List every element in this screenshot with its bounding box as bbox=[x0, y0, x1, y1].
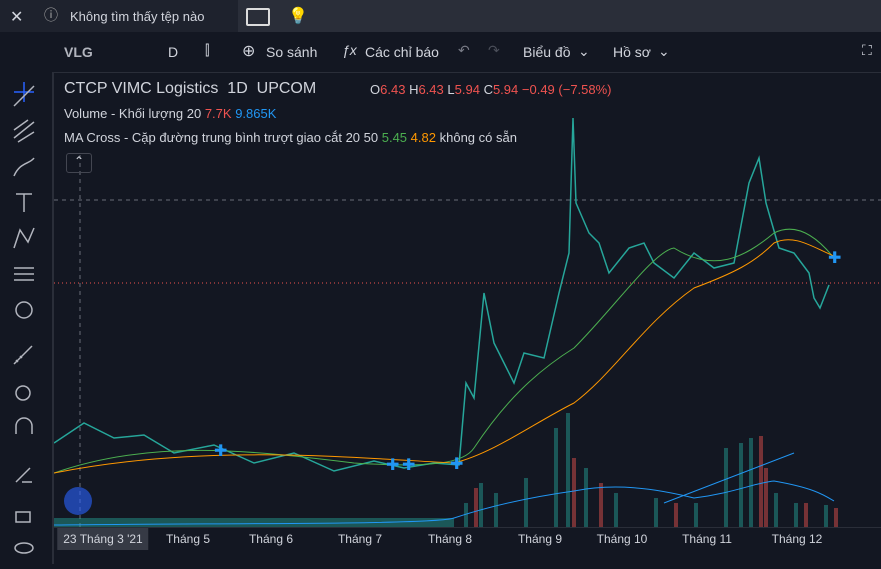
compare[interactable]: So sánh bbox=[266, 44, 318, 60]
ohlc-label: C bbox=[483, 82, 493, 97]
close-icon[interactable]: ✕ bbox=[10, 9, 24, 26]
drawing-toolbar bbox=[0, 72, 54, 564]
logo[interactable] bbox=[64, 487, 92, 515]
x-label: Tháng 11 bbox=[682, 532, 732, 546]
forecast-tool[interactable] bbox=[14, 267, 34, 281]
chart-area: ✚✚ ✚ ✚✚ bbox=[54, 117, 881, 527]
tab-title: Không tìm thấy tệp nào bbox=[70, 9, 205, 24]
svg-text:✚: ✚ bbox=[386, 457, 399, 474]
toolbar: VLG D ⫿ ⊕ So sánh ƒx Các chỉ báo ↶ ↷ Biể… bbox=[0, 32, 881, 73]
indicators[interactable]: Các chỉ báo bbox=[365, 44, 439, 60]
undo[interactable]: ↶ bbox=[458, 42, 470, 58]
ohlc-value: 6.43 bbox=[380, 82, 406, 97]
volume-bars-down bbox=[474, 436, 838, 527]
tool-icons bbox=[13, 82, 35, 554]
tab-bar: ✕ ⓘ Không tìm thấy tệp nào 💡 bbox=[0, 0, 881, 32]
ohlc-value: 5.94 bbox=[492, 82, 519, 97]
legend-exchange: UPCOM bbox=[256, 80, 317, 97]
axis-line bbox=[54, 527, 881, 528]
svg-text:✚: ✚ bbox=[450, 456, 463, 473]
x-label: Tháng 6 bbox=[248, 532, 294, 546]
chart-menu[interactable]: Biểu đồ bbox=[523, 44, 571, 60]
tab[interactable]: ✕ ⓘ Không tìm thấy tệp nào bbox=[0, 0, 238, 32]
brush-tool[interactable] bbox=[13, 157, 35, 177]
ohlc: O6.43 H6.43 L5.94 C5.94 −0.49 (−7.58%) bbox=[370, 82, 612, 97]
ma-status: không có sẵn bbox=[439, 130, 517, 145]
x-label: Tháng 7 bbox=[337, 532, 383, 546]
price-series bbox=[54, 117, 830, 472]
caret: ⌄ bbox=[578, 43, 590, 59]
change: −0.49 (−7.58%) bbox=[521, 82, 612, 97]
volume-value: 7.7K bbox=[204, 106, 232, 121]
pattern-tool[interactable] bbox=[13, 227, 35, 249]
info-icon: ⓘ bbox=[44, 7, 58, 23]
volume-ma bbox=[54, 480, 835, 526]
ma-slow-value: 4.82 bbox=[410, 130, 436, 145]
emoji-tool[interactable] bbox=[15, 301, 33, 319]
symbol[interactable]: VLG bbox=[64, 44, 93, 60]
volume-ma-value: 9.865K bbox=[235, 106, 277, 121]
magnet-tool[interactable] bbox=[15, 417, 33, 434]
fib-tool[interactable] bbox=[13, 119, 35, 143]
x-label: Tháng 10 bbox=[596, 532, 648, 546]
trend-line bbox=[663, 452, 795, 504]
profile-menu[interactable]: Hồ sơ bbox=[613, 44, 651, 60]
x-label: Tháng 9 bbox=[517, 532, 563, 546]
x-label-current: 23 Tháng 3 '21 bbox=[57, 528, 149, 550]
collapse-button[interactable]: ⌃ bbox=[66, 153, 92, 173]
interval[interactable]: D bbox=[168, 44, 179, 60]
symbol-name: CTCP VIMC Logistics bbox=[64, 80, 219, 97]
x-label: Tháng 5 bbox=[165, 532, 211, 546]
candle-icon[interactable]: ⫿ bbox=[205, 42, 210, 58]
cross-tool[interactable] bbox=[14, 82, 34, 102]
svg-text:✚: ✚ bbox=[214, 443, 227, 460]
ruler-tool[interactable] bbox=[13, 345, 33, 365]
ohlc-value: 6.43 bbox=[418, 82, 444, 97]
ohlc-value: 5.94 bbox=[454, 82, 480, 97]
line-tool[interactable] bbox=[13, 85, 35, 107]
pip-icon[interactable] bbox=[246, 8, 270, 26]
volume-label: Volume - Khối lượng 20 bbox=[64, 106, 202, 121]
eye-tool[interactable] bbox=[14, 542, 34, 554]
ohlc-label: H bbox=[409, 82, 419, 97]
x-label: Tháng 12 bbox=[771, 532, 823, 546]
ma-fast-value: 5.45 bbox=[381, 130, 408, 145]
zoom-tool[interactable] bbox=[15, 385, 31, 401]
bulb-icon[interactable]: 💡 bbox=[288, 8, 308, 25]
caret: ⌄ bbox=[658, 43, 670, 59]
ma-legend: MA Cross - Cặp đường trung bình trượt gi… bbox=[64, 130, 517, 145]
ohlc-label: L bbox=[447, 82, 455, 97]
lock-tool[interactable] bbox=[15, 511, 31, 523]
fx-icon: ƒx bbox=[342, 42, 357, 58]
svg-text:✚: ✚ bbox=[828, 250, 841, 267]
volume-legend: Volume - Khối lượng 20 7.7K 9.865K bbox=[64, 106, 276, 121]
cross-markers: ✚✚ ✚ ✚✚ bbox=[214, 250, 841, 474]
redo[interactable]: ↷ bbox=[488, 42, 500, 58]
volume-bars bbox=[54, 413, 828, 527]
svg-text:✚: ✚ bbox=[402, 457, 415, 474]
ma-fast bbox=[54, 228, 835, 474]
legend-main: CTCP VIMC Logistics 1D UPCOM bbox=[64, 80, 316, 98]
fullscreen[interactable]: ⛶ bbox=[862, 42, 872, 58]
ma-label: MA Cross - Cặp đường trung bình trượt gi… bbox=[64, 130, 379, 145]
text-tool[interactable] bbox=[16, 193, 32, 212]
x-label: Tháng 8 bbox=[427, 532, 473, 546]
plus-icon: ⊕ bbox=[242, 43, 256, 60]
ma-slow bbox=[54, 239, 835, 474]
lock-draw-tool[interactable] bbox=[15, 467, 32, 483]
legend-interval: 1D bbox=[227, 80, 248, 97]
ohlc-label: O bbox=[370, 82, 381, 97]
